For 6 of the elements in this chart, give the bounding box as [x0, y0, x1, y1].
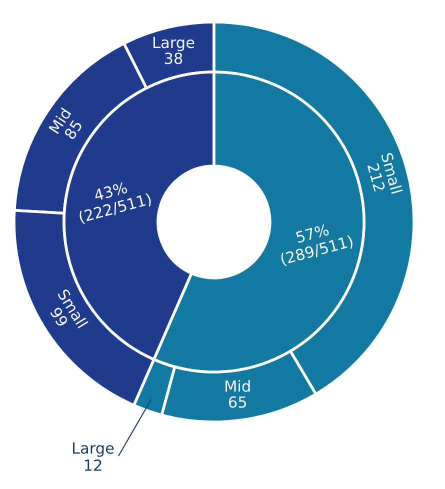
slice-label: Large: [153, 36, 194, 52]
data-label: 38: [164, 52, 182, 64]
data-label: 65: [228, 396, 246, 408]
slice-label: Large: [73, 442, 114, 457]
slice-label: Mid: [226, 380, 250, 392]
data-label: 12: [84, 459, 102, 471]
